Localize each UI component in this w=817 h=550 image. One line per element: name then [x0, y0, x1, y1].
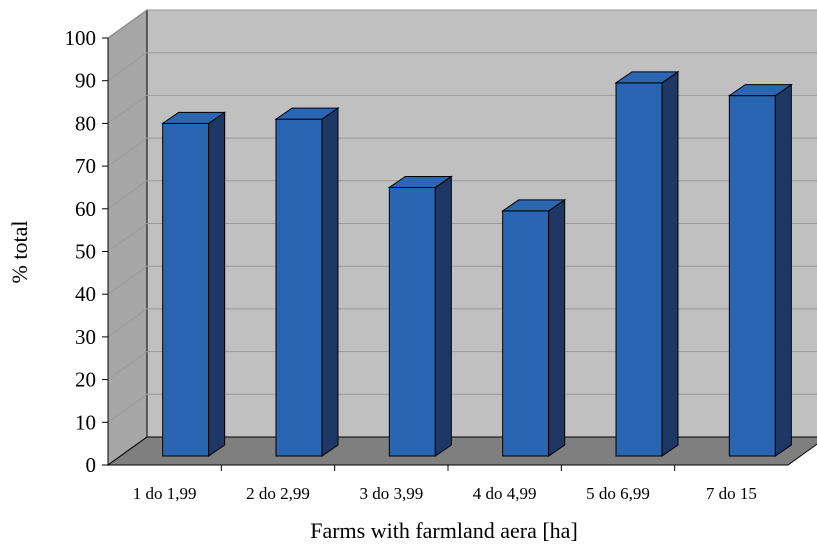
bar-front [275, 118, 323, 457]
x-category-label: 5 do 6,99 [586, 484, 650, 503]
x-axis-title: Farms with farmland aera [ha] [310, 518, 578, 543]
gridline [107, 9, 817, 39]
gridline [107, 308, 817, 338]
x-axis-categories: 1 do 1,99 2 do 2,99 3 do 3,99 4 do 4,99 5 do… [133, 465, 757, 503]
bar-front [388, 186, 436, 457]
y-tick-label: 20 [75, 368, 96, 392]
chart-gridlines [107, 9, 817, 423]
y-tick-label: 30 [75, 325, 96, 349]
x-category-label: 3 do 3,99 [359, 484, 423, 503]
gridline [107, 393, 817, 423]
y-axis-title: % total [7, 221, 32, 284]
bar-top [727, 84, 793, 97]
bar-top [614, 71, 680, 84]
bar-top [387, 175, 453, 188]
y-tick-label: 0 [86, 453, 97, 477]
bar-front [162, 122, 210, 457]
y-tick-label: 90 [75, 69, 96, 93]
x-category-label: 2 do 2,99 [246, 484, 310, 503]
bar [387, 175, 453, 457]
bar-side [434, 175, 452, 457]
y-tick-label: 70 [75, 154, 96, 178]
bar [727, 83, 793, 457]
y-tick-label: 80 [75, 111, 96, 135]
gridline [107, 180, 817, 210]
bar-front [615, 82, 663, 457]
bar-front [502, 210, 550, 457]
x-category-label: 4 do 4,99 [473, 484, 537, 503]
bar-front [728, 95, 776, 457]
y-tick-label: 10 [75, 410, 96, 434]
gridline [107, 265, 817, 295]
gridline [107, 94, 817, 124]
bar-top [161, 111, 227, 124]
x-category-label: 7 do 15 [706, 484, 757, 503]
bar-side [208, 111, 226, 457]
bar [501, 198, 567, 457]
gridline [107, 351, 817, 381]
bar [161, 111, 227, 457]
bar-side [321, 107, 339, 457]
y-tick-label: 100 [65, 26, 97, 50]
bar-top [501, 199, 567, 212]
y-tick-label: 40 [75, 282, 96, 306]
bar [614, 70, 680, 457]
y-tick-label: 60 [75, 197, 96, 221]
bar-top [274, 107, 340, 120]
chart-bars [161, 70, 793, 457]
bar-side [661, 70, 679, 457]
gridline [107, 223, 817, 252]
y-tick-label: 50 [75, 240, 96, 264]
gridline [107, 137, 817, 167]
bar [274, 107, 340, 457]
x-category-label: 1 do 1,99 [133, 484, 197, 503]
gridline [107, 52, 817, 82]
bar-side [774, 83, 792, 457]
bar-side [548, 198, 566, 457]
